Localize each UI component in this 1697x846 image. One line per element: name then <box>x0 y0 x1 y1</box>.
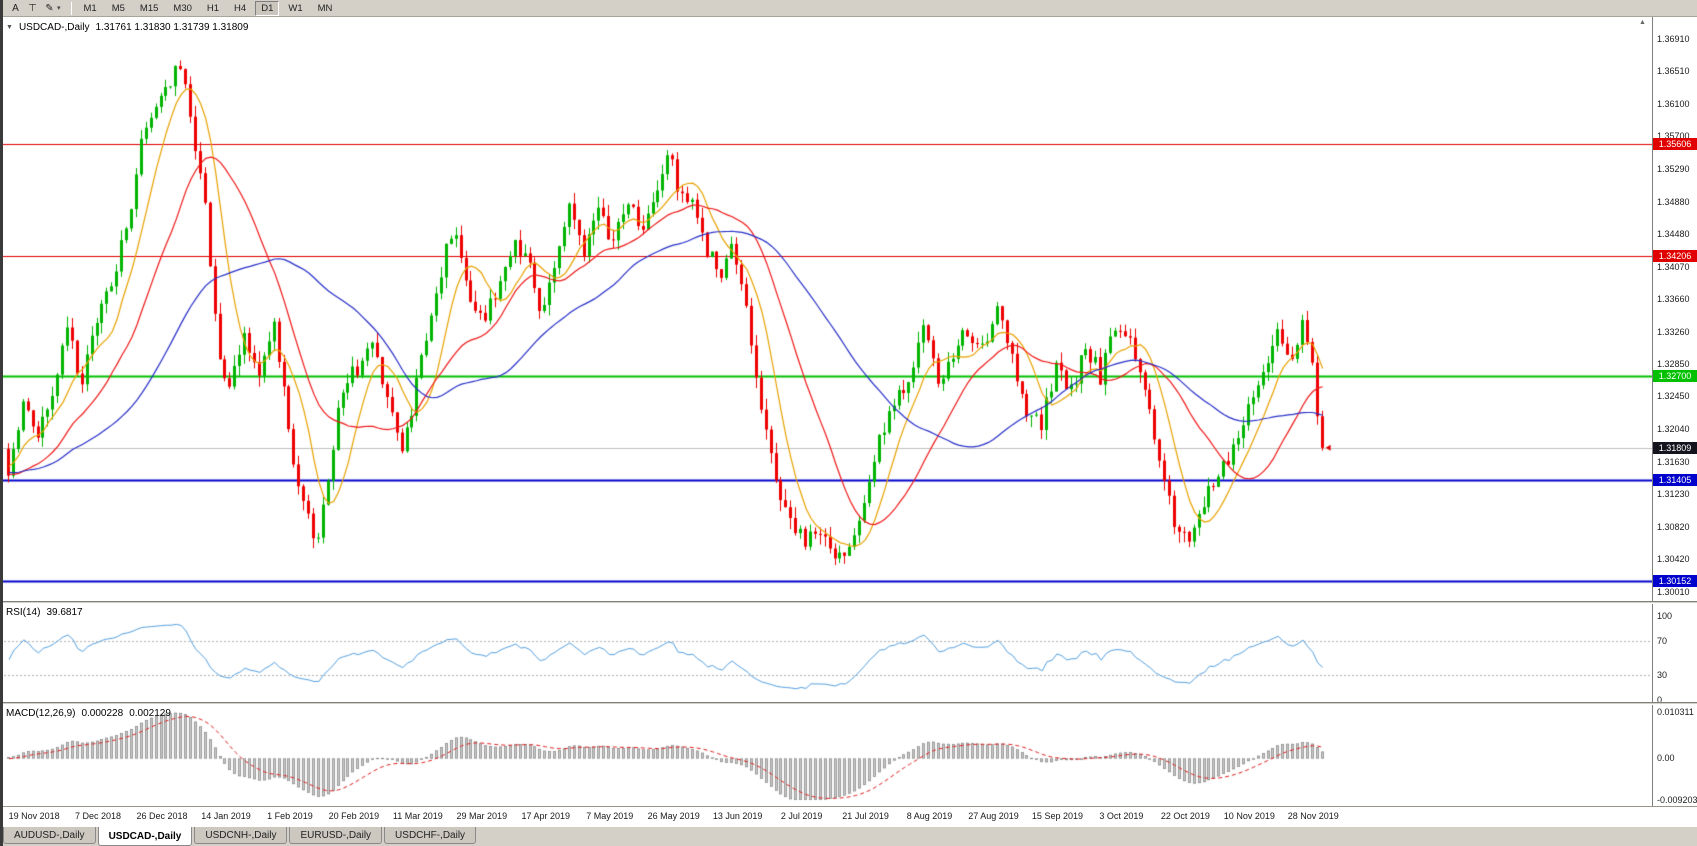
price-axis-tick: 1.30420 <box>1657 554 1690 565</box>
macd-label: MACD(12,26,9) <box>6 708 76 719</box>
macd-axis-tick: 0.00 <box>1657 753 1675 764</box>
date-axis-label: 14 Jan 2019 <box>201 811 251 821</box>
current-price-badge: 1.31809 <box>1653 441 1697 454</box>
macd-chart-canvas[interactable] <box>0 705 1652 806</box>
toolbar-separator <box>70 1 72 15</box>
date-axis-label: 26 Dec 2018 <box>136 811 188 821</box>
chart-ohlc-values: 1.31761 1.31830 1.31739 1.31809 <box>95 21 249 33</box>
timeframe-m1[interactable]: M1 <box>83 2 97 14</box>
timeframe-w1[interactable]: W1 <box>288 2 303 14</box>
timeframe-h1[interactable]: H1 <box>206 2 220 14</box>
level-price-badge[interactable]: 1.32700 <box>1653 370 1697 383</box>
price-axis-tick: 1.32450 <box>1657 391 1690 402</box>
collapse-icon[interactable]: ▼ <box>6 23 13 31</box>
date-axis-label: 27 Aug 2019 <box>968 811 1019 821</box>
macd-axis-tick: 0.010311 <box>1657 707 1694 717</box>
macd-pane-resizer[interactable] <box>0 702 1697 705</box>
price-axis-tick: 1.31230 <box>1657 489 1690 500</box>
timeframe-h4[interactable]: H4 <box>234 2 247 14</box>
rsi-axis-tick: 0 <box>1657 695 1663 705</box>
rsi-axis-tick: 100 <box>1657 611 1673 621</box>
toolbar: A ⊤ ✎ ▾ M1 M5 M15 M30 H1 H4 D1 W1 MN <box>0 0 1697 17</box>
chart-tab-usdchf[interactable]: USDCHF-,Daily <box>384 827 477 844</box>
macd-axis-tick: -0.009203 <box>1657 795 1697 805</box>
level-price-badge[interactable]: 1.31405 <box>1653 474 1697 487</box>
price-axis-tick: 1.34070 <box>1657 261 1690 272</box>
level-price-badge[interactable]: 1.30152 <box>1653 574 1697 587</box>
level-price-badge[interactable]: 1.35606 <box>1653 137 1697 150</box>
macd-main-value: 0.000228 <box>81 708 124 719</box>
chart-tab-usdcad[interactable]: USDCAD-,Daily <box>97 827 193 846</box>
chart-tab-audusd[interactable]: AUDUSD-,Daily <box>3 827 96 844</box>
price-axis-tick: 1.36910 <box>1657 34 1690 44</box>
chart-tab-usdcnh[interactable]: USDCNH-,Daily <box>194 827 288 844</box>
date-axis-label: 13 Jun 2019 <box>712 811 763 821</box>
level-price-badge[interactable]: 1.34206 <box>1653 249 1697 262</box>
date-axis-label: 3 Oct 2019 <box>1099 811 1144 821</box>
chart-title: USDCAD-,Daily <box>18 21 90 33</box>
price-axis-tick: 1.36510 <box>1657 66 1690 77</box>
window-left-border <box>0 0 3 846</box>
text-tool-icon[interactable]: ⊤ <box>28 2 37 14</box>
date-axis-label: 15 Sep 2019 <box>1031 811 1083 821</box>
chart-tab-eurusd[interactable]: EURUSD-,Daily <box>289 827 383 844</box>
date-axis-label: 10 Nov 2019 <box>1223 811 1275 821</box>
date-axis-label: 8 Aug 2019 <box>906 811 953 821</box>
date-axis-label: 26 May 2019 <box>647 811 700 821</box>
date-axis-label: 22 Oct 2019 <box>1160 811 1210 821</box>
draw-tools-caret-icon[interactable]: ▾ <box>57 5 61 12</box>
date-axis-label: 21 Jul 2019 <box>842 811 889 821</box>
date-axis-label: 11 Mar 2019 <box>392 811 443 821</box>
date-axis-label: 28 Nov 2019 <box>1287 811 1339 821</box>
timeframe-mn[interactable]: MN <box>317 2 333 14</box>
price-axis-tick: 1.30010 <box>1657 587 1690 597</box>
date-axis-label: 19 Nov 2018 <box>8 811 60 821</box>
rsi-axis-tick: 30 <box>1657 669 1668 680</box>
timeframe-m30[interactable]: M30 <box>173 2 192 14</box>
price-axis-tick: 1.36100 <box>1657 98 1690 109</box>
rsi-axis-tick: 70 <box>1657 636 1668 647</box>
date-axis-separator <box>0 806 1697 807</box>
price-axis-tick: 1.30820 <box>1657 522 1690 533</box>
rsi-value: 39.6817 <box>46 607 83 618</box>
price-axis-tick: 1.33660 <box>1657 294 1690 305</box>
chart-tab-bar: AUDUSD-,Daily USDCAD-,Daily USDCNH-,Daily E… <box>0 826 1697 846</box>
price-axis-border <box>1652 17 1653 806</box>
macd-signal-value: 0.002129 <box>129 708 171 719</box>
timeframe-m15[interactable]: M15 <box>139 2 159 14</box>
date-axis-label: 7 May 2019 <box>586 811 634 821</box>
price-axis-tick: 1.34880 <box>1657 196 1690 207</box>
date-axis-label: 20 Feb 2019 <box>328 811 380 821</box>
price-axis-tick: 1.34480 <box>1657 228 1690 239</box>
date-axis-label: 29 Mar 2019 <box>456 811 508 821</box>
price-axis-tick: 1.32850 <box>1657 359 1690 370</box>
price-axis-tick: 1.35700 <box>1657 130 1690 141</box>
rsi-label: RSI(14) <box>6 607 41 618</box>
draw-tools-icon[interactable]: ✎ <box>45 2 54 14</box>
price-chart-canvas[interactable] <box>0 17 1652 601</box>
date-axis-label: 7 Dec 2018 <box>75 811 122 821</box>
price-axis-tick: 1.35290 <box>1657 163 1690 174</box>
price-axis-tick: 1.32040 <box>1657 424 1690 435</box>
rsi-chart-canvas[interactable] <box>0 604 1652 702</box>
timeframe-d1[interactable]: D1 <box>255 0 280 16</box>
price-axis-tick: 1.31630 <box>1657 457 1690 468</box>
chart-header: ▼ USDCAD-,Daily 1.31761 1.31830 1.31739 … <box>6 21 248 33</box>
scroll-marker-icon[interactable]: ▲ <box>1639 19 1646 26</box>
annotations-icon[interactable]: A <box>12 2 19 14</box>
date-axis-label: 17 Apr 2019 <box>521 811 571 821</box>
macd-panel-header: MACD(12,26,9) 0.000228 0.002129 <box>6 708 171 719</box>
timeframe-m5[interactable]: M5 <box>111 2 125 14</box>
rsi-pane-resizer[interactable] <box>0 601 1697 604</box>
date-axis-label: 2 Jul 2019 <box>780 811 823 821</box>
rsi-panel-header: RSI(14) 39.6817 <box>6 607 83 618</box>
timeframe-bar: M1 M5 M15 M30 H1 H4 D1 W1 MN <box>78 0 342 17</box>
price-axis-tick: 1.33260 <box>1657 326 1690 337</box>
date-axis-label: 1 Feb 2019 <box>267 811 313 821</box>
